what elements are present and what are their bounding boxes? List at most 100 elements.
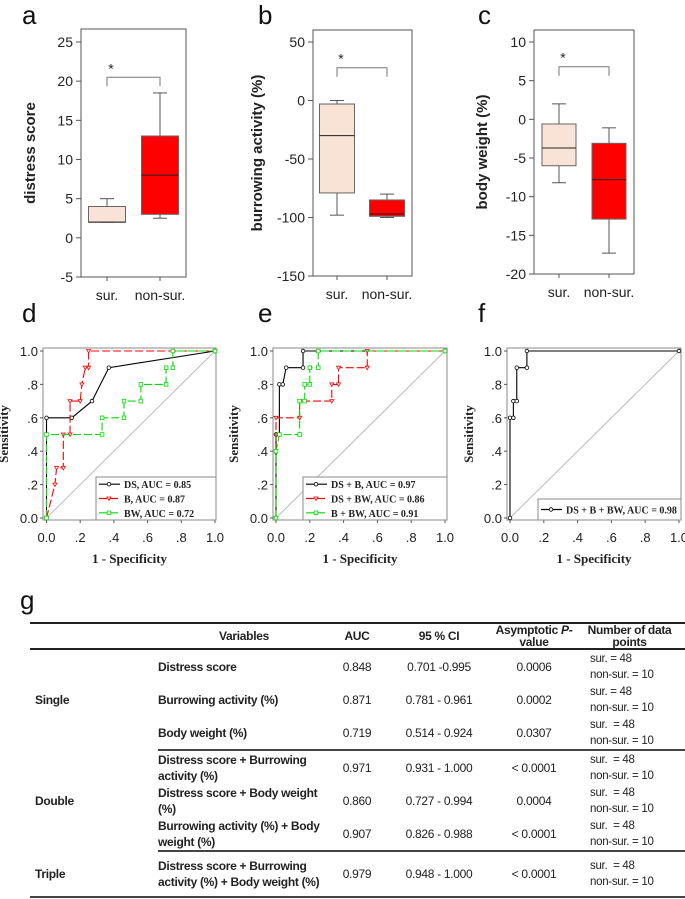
variable-cell: Body weight (%) xyxy=(158,716,330,751)
ci-cell: 0.727 - 0.994 xyxy=(405,793,473,808)
box-sur. xyxy=(88,206,126,223)
x-tick-label: non-sur. xyxy=(135,287,186,303)
roc-point xyxy=(89,398,95,404)
roc-point xyxy=(297,432,302,437)
roc-point xyxy=(302,382,307,387)
x-tick-label: .4 xyxy=(108,530,119,545)
y-axis-label: distress score xyxy=(22,102,39,204)
legend-label-2: BW, AUC = 0.72 xyxy=(124,509,194,520)
group-label: Single xyxy=(35,693,70,707)
auc-cell: 0.979 xyxy=(330,851,384,898)
n-n2: non-sur. = 10 xyxy=(590,734,654,747)
roc-point xyxy=(121,415,127,420)
legend-box xyxy=(537,498,682,521)
header-auc: AUC xyxy=(330,622,384,650)
y-tick-label: .8 xyxy=(257,377,268,392)
n-cell: sur. = 48 non-sur. = 10 xyxy=(574,784,685,817)
auc-cell: 0.907 xyxy=(330,817,384,852)
n-n1: sur. = 48 xyxy=(590,685,632,698)
x-tick-label: .4 xyxy=(338,530,349,545)
x-tick-label: .6 xyxy=(606,530,617,545)
x-tick-label: sur. xyxy=(96,287,119,303)
roc-point xyxy=(329,382,335,388)
x-tick-label: 1.0 xyxy=(670,530,685,545)
roc-point xyxy=(273,515,279,521)
y-tick-label: -10 xyxy=(506,189,526,205)
y-tick-label: 0.0 xyxy=(484,511,502,526)
p-italic: P xyxy=(560,623,569,637)
y-tick-label: 0 xyxy=(65,230,73,246)
table-row: Double Distress score + Burrowing activit… xyxy=(30,750,685,808)
roc-curve-2 xyxy=(275,350,445,518)
panel-label-b: b xyxy=(258,0,273,30)
roc-point xyxy=(335,382,342,388)
plot-frame-b xyxy=(312,29,413,277)
x-tick-label: .2 xyxy=(304,530,315,545)
y-tick-label: 0 xyxy=(297,93,305,109)
y-tick-label: .2 xyxy=(491,478,502,493)
variable-cell: Distress score + Burrowing activity (%) xyxy=(158,752,307,783)
box-sur. xyxy=(541,123,577,167)
ci-cell: 0.948 - 1.000 xyxy=(384,851,494,898)
variable-cell: Distress score + Body weight (%) xyxy=(158,785,318,816)
roc-point xyxy=(121,398,127,404)
n-cell: sur. = 48 non-sur. = 10 xyxy=(574,649,685,683)
y-tick-label: 5 xyxy=(518,73,526,89)
roc-point xyxy=(44,415,49,420)
roc-point xyxy=(53,466,60,471)
roc-point xyxy=(273,448,279,454)
roc-point xyxy=(524,348,530,354)
y-axis-label: Sensitivity xyxy=(226,405,241,463)
legend-marker xyxy=(548,507,554,512)
roc-point xyxy=(85,349,92,354)
p-suffix: -value xyxy=(519,623,573,649)
group-label: Triple xyxy=(30,851,158,898)
table-row: Burrowing activity (%) + Body weight (%)… xyxy=(30,817,685,852)
legend-marker xyxy=(106,496,112,502)
y-tick-label: 5 xyxy=(65,191,73,207)
panel-label-c: c xyxy=(478,0,491,30)
roc-point xyxy=(514,365,519,370)
table-row: Triple Distress score + Burrowing activit… xyxy=(30,851,685,898)
roc-point xyxy=(335,365,342,371)
roc-point xyxy=(511,415,516,420)
legend-marker xyxy=(313,481,319,487)
plot-frame-a xyxy=(80,28,187,278)
roc-point xyxy=(138,398,144,404)
legend-label-0: DS + B + BW, AUC = 0.98 xyxy=(566,506,677,517)
roc-point xyxy=(85,365,92,371)
table-row: Single Distress score 0.848 0.701 -0.995 0.0… xyxy=(30,649,685,708)
y-tick-label: 0 xyxy=(518,111,526,127)
y-tick-label: -100 xyxy=(277,210,305,226)
p-value-cell: 0.0006 xyxy=(516,659,552,674)
roc-point xyxy=(163,382,169,387)
roc-point xyxy=(329,399,335,404)
ci-cell: 0.514 - 0.924 xyxy=(384,716,494,751)
y-axis-label: Sensitivity xyxy=(461,405,476,463)
roc-point xyxy=(300,348,306,354)
variable-cell: Distress score + Burrowing activity (%) … xyxy=(158,851,330,898)
significance-bracket xyxy=(558,66,610,76)
ci-cell: 0.781 - 0.961 xyxy=(405,692,473,707)
significance-star: * xyxy=(338,51,344,67)
auc-cell: 0.871 xyxy=(342,692,372,707)
significance-bracket xyxy=(336,67,388,77)
table-row: Body weight (%) 0.719 0.514 - 0.924 0.0307 s… xyxy=(30,716,685,751)
roc-point xyxy=(524,365,530,370)
n-cell: sur. = 48 non-sur. = 10 xyxy=(574,683,685,716)
roc-point xyxy=(170,365,176,370)
header-p-value: Asymptotic P-value xyxy=(494,622,574,650)
reference-diagonal xyxy=(509,350,680,519)
roc-point xyxy=(273,415,279,421)
ci-cell: 0.931 - 1.000 xyxy=(405,760,473,775)
y-tick-label: 0.0 xyxy=(250,511,268,526)
legend-box xyxy=(302,476,448,521)
roc-point xyxy=(82,365,88,371)
roc-point xyxy=(442,348,448,354)
y-tick-label: .8 xyxy=(27,377,38,392)
roc-point xyxy=(507,515,513,521)
y-tick-label: 1.0 xyxy=(20,344,38,359)
x-tick-label: .6 xyxy=(372,530,383,545)
legend-marker xyxy=(106,481,112,487)
